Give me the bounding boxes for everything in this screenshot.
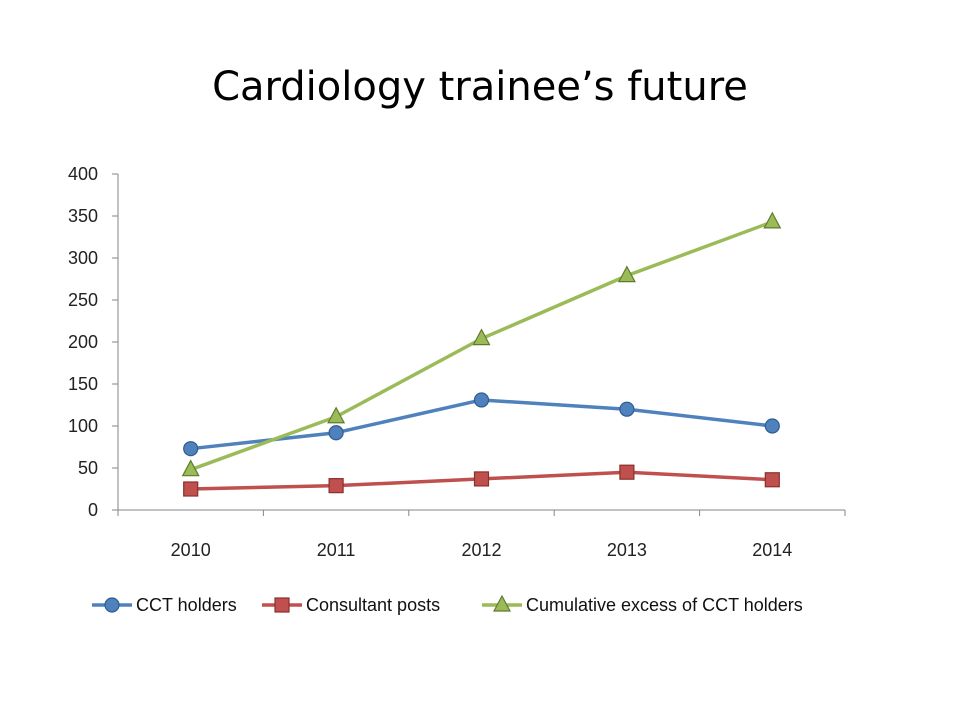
x-tick-label: 2010 — [171, 540, 211, 560]
data-point — [617, 265, 636, 283]
data-point — [763, 211, 782, 229]
legend-item: Consultant posts — [262, 595, 440, 615]
series-2 — [183, 464, 780, 497]
y-tick-label: 300 — [68, 248, 98, 268]
y-tick-label: 0 — [88, 500, 98, 520]
y-tick-label: 50 — [78, 458, 98, 478]
chart-legend: CCT holders Consultant posts Cumulative ex… — [92, 594, 803, 615]
data-point — [328, 425, 344, 441]
data-point — [327, 406, 346, 424]
legend-item: CCT holders — [92, 595, 237, 615]
legend-label: Cumulative excess of CCT holders — [526, 595, 803, 615]
data-point — [328, 478, 344, 494]
legend-marker — [493, 594, 511, 612]
y-tick-label: 400 — [68, 164, 98, 184]
data-point — [764, 418, 780, 434]
data-point — [181, 459, 200, 477]
data-point — [619, 401, 635, 417]
data-point — [472, 328, 491, 346]
series-3 — [181, 211, 782, 477]
y-tick-label: 100 — [68, 416, 98, 436]
y-tick-label: 350 — [68, 206, 98, 226]
legend-marker — [274, 597, 290, 613]
legend-label: Consultant posts — [306, 595, 440, 615]
chart-series — [181, 211, 782, 497]
data-point — [183, 441, 199, 457]
data-point — [183, 481, 199, 497]
series-1 — [183, 392, 780, 457]
y-axis-ticks: 0 50 100 150 200 250 300 350 400 — [68, 164, 118, 520]
y-tick-label: 250 — [68, 290, 98, 310]
data-point — [764, 472, 780, 488]
y-tick-label: 150 — [68, 374, 98, 394]
x-tick-label: 2011 — [317, 540, 356, 560]
x-tick-label: 2013 — [607, 540, 647, 560]
data-point — [473, 392, 490, 408]
legend-marker — [104, 597, 120, 613]
series-line — [190, 220, 773, 472]
slide-title: Cardiology trainee’s future — [212, 64, 748, 110]
x-axis-ticks: 2010 2011 2012 2013 2014 — [117, 510, 846, 560]
data-point — [619, 464, 635, 480]
y-tick-label: 200 — [68, 332, 98, 352]
x-tick-label: 2012 — [461, 540, 501, 560]
legend-label: CCT holders — [136, 595, 237, 615]
legend-item: Cumulative excess of CCT holders — [482, 594, 803, 615]
x-tick-label: 2014 — [752, 540, 792, 560]
data-point — [473, 471, 490, 487]
